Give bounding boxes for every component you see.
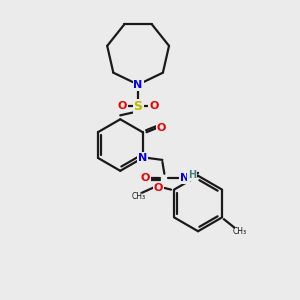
Text: CH₃: CH₃ [233, 227, 247, 236]
Text: N: N [180, 173, 189, 183]
Text: H: H [188, 170, 196, 180]
Text: S: S [134, 100, 142, 113]
Text: O: O [118, 101, 127, 111]
Text: O: O [149, 101, 159, 111]
Text: N: N [134, 80, 143, 90]
Text: O: O [154, 183, 163, 193]
Text: N: N [138, 153, 147, 163]
Text: O: O [157, 123, 166, 133]
Text: CH₃: CH₃ [131, 192, 146, 201]
Text: O: O [141, 173, 150, 183]
